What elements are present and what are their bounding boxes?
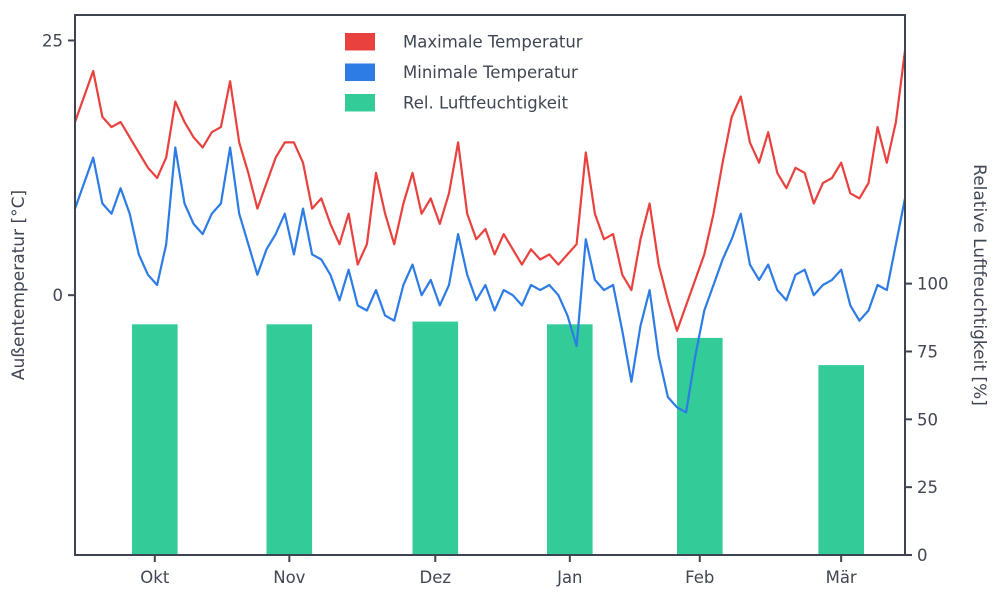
plot-border (74, 14, 906, 556)
left-tick-label: 25 (42, 31, 63, 50)
left-tick-label: 0 (53, 286, 64, 305)
legend-swatch-max-temp (345, 33, 375, 51)
right-tick-label: 100 (917, 275, 949, 294)
humidity-bar-okt (132, 324, 178, 555)
x-tick-label-feb: Feb (685, 568, 714, 587)
right-tick-label: 50 (917, 410, 938, 429)
x-tick-label-mär: Mär (826, 568, 857, 587)
humidity-bar-mär (818, 365, 864, 555)
legend-swatch-min-temp (345, 63, 375, 81)
right-axis-label: Relative Luftfeuchtigkeit [%] (969, 164, 989, 406)
humidity-bar-nov (266, 324, 313, 555)
x-tick-label-okt: Okt (140, 568, 170, 587)
temperature-lines-layer (73, 49, 907, 414)
legend-label-min-temp: Minimale Temperatur (403, 63, 578, 82)
x-tick-label-jan: Jan (556, 568, 582, 587)
axis-ticks-layer: 0 25 0 25 50 75 100 Okt Nov Dez Jan Feb Mär (42, 31, 949, 587)
right-tick-label: 75 (917, 342, 938, 361)
right-tick-label: 0 (917, 546, 928, 565)
legend: Maximale Temperatur Minimale Temperatur Re… (345, 33, 583, 113)
humidity-bar-jan (547, 324, 593, 555)
x-tick-label-nov: Nov (273, 568, 305, 587)
right-tick-label: 25 (917, 478, 938, 497)
legend-swatch-humidity (345, 94, 375, 112)
humidity-bars-layer (132, 321, 864, 555)
legend-label-humidity: Rel. Luftfeuchtigkeit (403, 94, 568, 113)
min-temperature-line (73, 146, 907, 414)
x-tick-label-dez: Dez (420, 568, 452, 587)
legend-label-max-temp: Maximale Temperatur (403, 33, 583, 52)
max-temperature-line (73, 49, 907, 332)
humidity-bar-dez (412, 321, 459, 555)
humidity-bar-feb (677, 337, 723, 555)
left-axis-label: Außentemperatur [°C] (9, 190, 29, 380)
